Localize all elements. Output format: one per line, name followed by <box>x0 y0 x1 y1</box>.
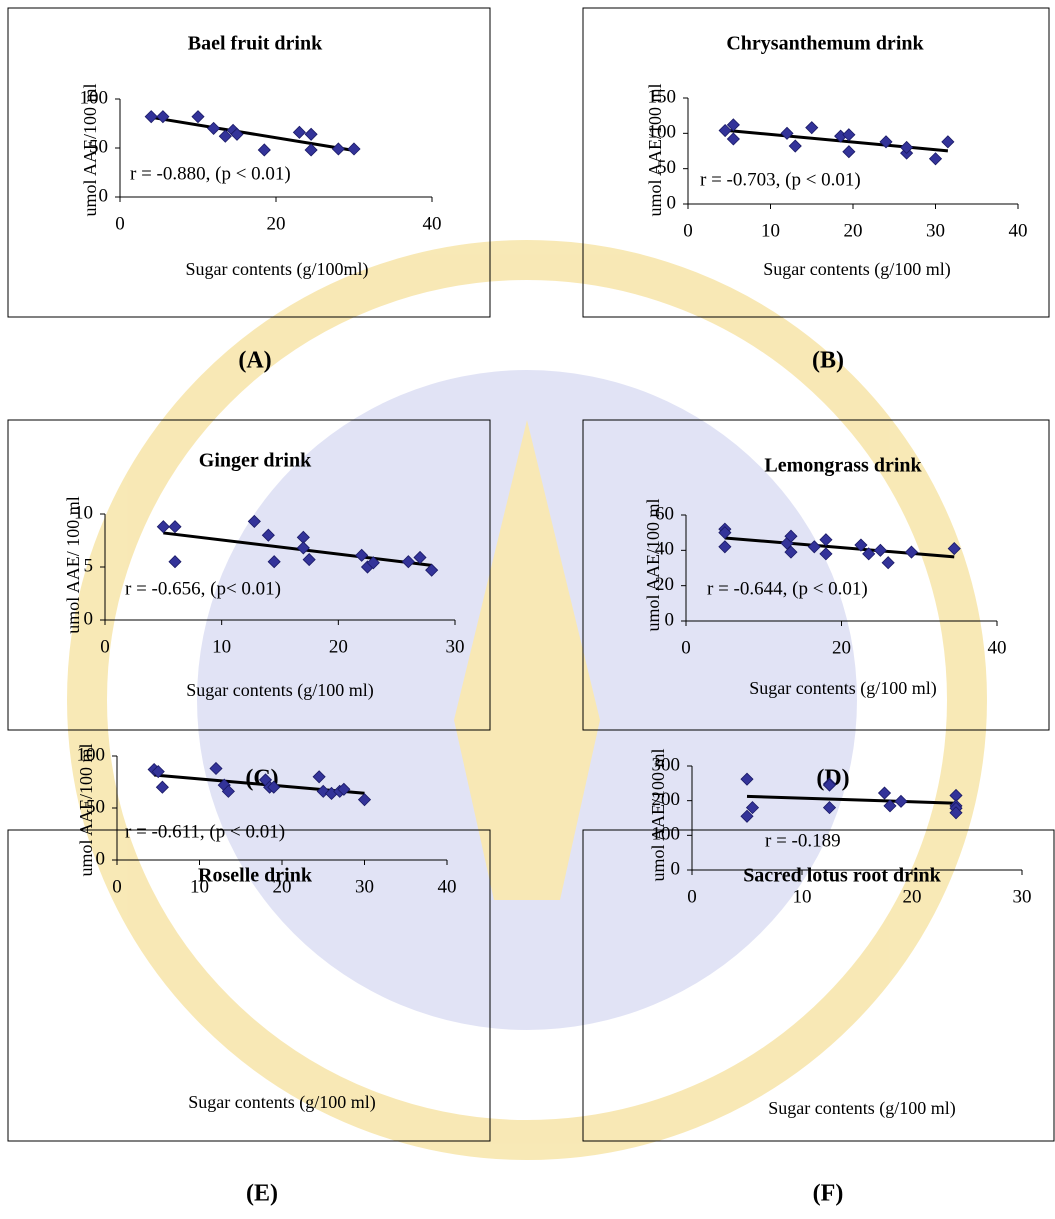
y-tick-label: 40 <box>655 539 674 560</box>
y-tick-label: 100 <box>652 824 681 845</box>
y-tick-label: 60 <box>655 503 674 524</box>
point <box>258 144 270 156</box>
trend-line <box>725 130 948 151</box>
x-tick-label: 20 <box>903 886 922 907</box>
point <box>156 781 168 793</box>
y-tick-label: 0 <box>671 858 681 879</box>
figure: Bael fruit drink Sugar contents (g/100ml)… <box>0 0 1055 1219</box>
annotation: r = -0.656, (p< 0.01) <box>125 578 281 599</box>
x-tick-label: 30 <box>355 876 374 897</box>
trend-line <box>151 117 354 150</box>
point <box>874 544 886 556</box>
x-tick-label: 0 <box>115 213 125 234</box>
point <box>806 122 818 134</box>
point <box>208 122 220 134</box>
y-tick-label: 100 <box>77 744 106 765</box>
chart-title: Bael fruit drink <box>188 33 323 55</box>
chart-title: Chrysanthemum drink <box>726 33 924 55</box>
y-tick-label: 0 <box>96 848 106 869</box>
y-tick-label: 100 <box>648 122 677 143</box>
point <box>169 556 181 568</box>
panel-label: (F) <box>813 1181 844 1207</box>
x-tick-label: 0 <box>687 886 697 907</box>
x-tick-label: 0 <box>112 876 122 897</box>
chart-title: Roselle drink <box>198 865 313 887</box>
y-tick-label: 150 <box>648 86 677 107</box>
y-tick-label: 0 <box>99 185 109 206</box>
y-tick-label: 10 <box>74 502 93 523</box>
x-tick-label: 20 <box>273 876 292 897</box>
x-tick-label: 10 <box>212 636 231 657</box>
panel-label: (B) <box>812 348 844 374</box>
x-tick-label: 20 <box>844 220 863 241</box>
x-tick-label: 10 <box>190 876 209 897</box>
chart-title: Ginger drink <box>199 450 312 472</box>
point <box>882 557 894 569</box>
x-tick-label: 10 <box>761 220 780 241</box>
point <box>192 111 204 123</box>
panel-label: (E) <box>246 1181 278 1207</box>
x-tick-label: 40 <box>988 637 1007 658</box>
point <box>348 143 360 155</box>
point <box>820 534 832 546</box>
x-tick-label: 40 <box>423 213 442 234</box>
point <box>905 546 917 558</box>
panel-label: (A) <box>238 348 271 374</box>
y-tick-label: 0 <box>84 608 94 629</box>
x-tick-label: 40 <box>438 876 457 897</box>
x-axis-label: Sugar contents (g/100ml) <box>186 259 369 280</box>
point <box>843 146 855 158</box>
point <box>789 140 801 152</box>
annotation: r = -0.189 <box>765 830 841 851</box>
x-axis-label: Sugar contents (g/100 ml) <box>749 678 936 699</box>
x-axis-label: Sugar contents (g/100 ml) <box>186 680 373 701</box>
annotation: r = -0.880, (p < 0.01) <box>130 163 291 184</box>
x-axis-label: Sugar contents (g/100 ml) <box>188 1092 375 1113</box>
x-axis-label: Sugar contents (g/100 ml) <box>763 259 950 280</box>
chart-title: Lemongrass drink <box>764 455 922 477</box>
point <box>895 795 907 807</box>
point <box>305 128 317 140</box>
point <box>305 144 317 156</box>
x-tick-label: 30 <box>446 636 465 657</box>
x-tick-label: 20 <box>832 637 851 658</box>
point <box>293 126 305 138</box>
y-tick-label: 50 <box>657 157 676 178</box>
annotation: r = -0.611, (p < 0.01) <box>125 821 285 842</box>
x-tick-label: 30 <box>926 220 945 241</box>
y-tick-label: 200 <box>652 789 681 810</box>
x-tick-label: 10 <box>793 886 812 907</box>
x-tick-label: 0 <box>100 636 110 657</box>
x-tick-label: 20 <box>329 636 348 657</box>
chart-title: Sacred lotus root drink <box>743 865 941 887</box>
y-tick-label: 0 <box>667 192 677 213</box>
point <box>169 521 181 533</box>
point <box>727 133 739 145</box>
point <box>879 787 891 799</box>
annotation: r = -0.703, (p < 0.01) <box>700 169 861 190</box>
point <box>145 111 157 123</box>
y-tick-label: 50 <box>86 796 105 817</box>
x-tick-label: 0 <box>681 637 691 658</box>
x-tick-label: 30 <box>1013 886 1032 907</box>
point <box>332 143 344 155</box>
x-tick-label: 20 <box>267 213 286 234</box>
point <box>930 153 942 165</box>
y-tick-label: 50 <box>89 136 108 157</box>
y-tick-label: 300 <box>652 754 681 775</box>
y-tick-label: 20 <box>655 574 674 595</box>
x-tick-label: 0 <box>683 220 693 241</box>
point <box>843 129 855 141</box>
point <box>157 521 169 533</box>
y-tick-label: 0 <box>665 609 675 630</box>
x-tick-label: 40 <box>1009 220 1028 241</box>
annotation: r = -0.644, (p < 0.01) <box>707 578 868 599</box>
y-tick-label: 100 <box>80 87 109 108</box>
x-axis-label: Sugar contents (g/100 ml) <box>768 1098 955 1119</box>
point <box>942 136 954 148</box>
y-tick-label: 5 <box>84 555 94 576</box>
